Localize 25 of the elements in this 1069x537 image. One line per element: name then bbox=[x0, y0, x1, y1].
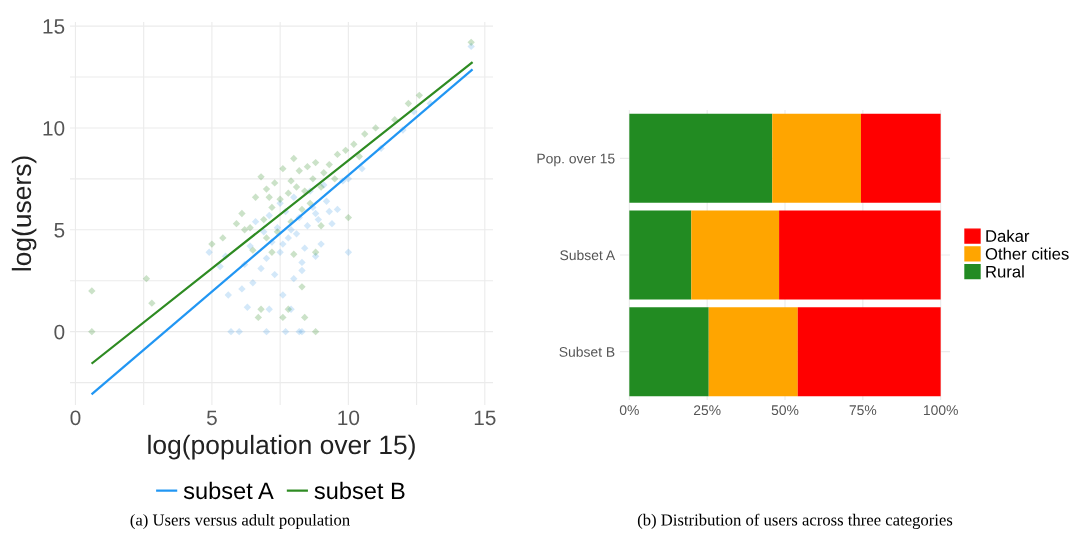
text: (a) Users versus adult population bbox=[130, 513, 350, 529]
x-tick-label: 50% bbox=[771, 405, 799, 416]
x-tick-label: 10 bbox=[338, 410, 360, 426]
text: (b) Distribution of users across three categories bbox=[637, 513, 953, 529]
legend-label: subset B bbox=[314, 481, 405, 500]
legend-label: subset A bbox=[183, 481, 274, 500]
y-tick-label: 0 bbox=[54, 324, 65, 340]
x-tick-label: 15 bbox=[474, 410, 496, 426]
x-tick-label: 0% bbox=[619, 405, 639, 416]
y-tick-label: 5 bbox=[54, 223, 65, 238]
legend-label: Dakar bbox=[986, 229, 1030, 242]
x-tick-label: 5 bbox=[206, 410, 217, 426]
y-tick-label: 10 bbox=[43, 120, 65, 136]
y-tick-label: Subset A bbox=[560, 249, 616, 261]
x-tick-label: 100% bbox=[923, 405, 958, 416]
x-tick-label: 0 bbox=[70, 410, 81, 426]
y-axis-title: log(users) bbox=[11, 156, 37, 271]
x-tick-label: 25% bbox=[693, 405, 721, 416]
legend-label: Rural bbox=[986, 265, 1024, 278]
x-axis-title: log(population over 15) bbox=[148, 434, 415, 460]
x-tick-label: 75% bbox=[849, 405, 877, 416]
y-tick-label: 15 bbox=[43, 19, 65, 34]
y-tick-label: Subset B bbox=[559, 346, 615, 357]
legend-label: Other cities bbox=[985, 247, 1069, 260]
y-tick-label: Pop. over 15 bbox=[537, 153, 615, 167]
